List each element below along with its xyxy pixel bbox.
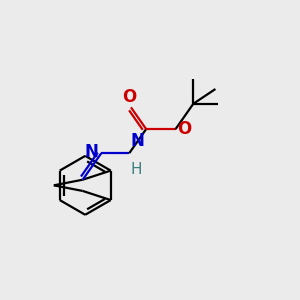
Text: N: N [85, 143, 98, 161]
Text: O: O [122, 88, 136, 106]
Text: N: N [131, 132, 145, 150]
Text: O: O [177, 120, 191, 138]
Text: H: H [131, 162, 142, 177]
